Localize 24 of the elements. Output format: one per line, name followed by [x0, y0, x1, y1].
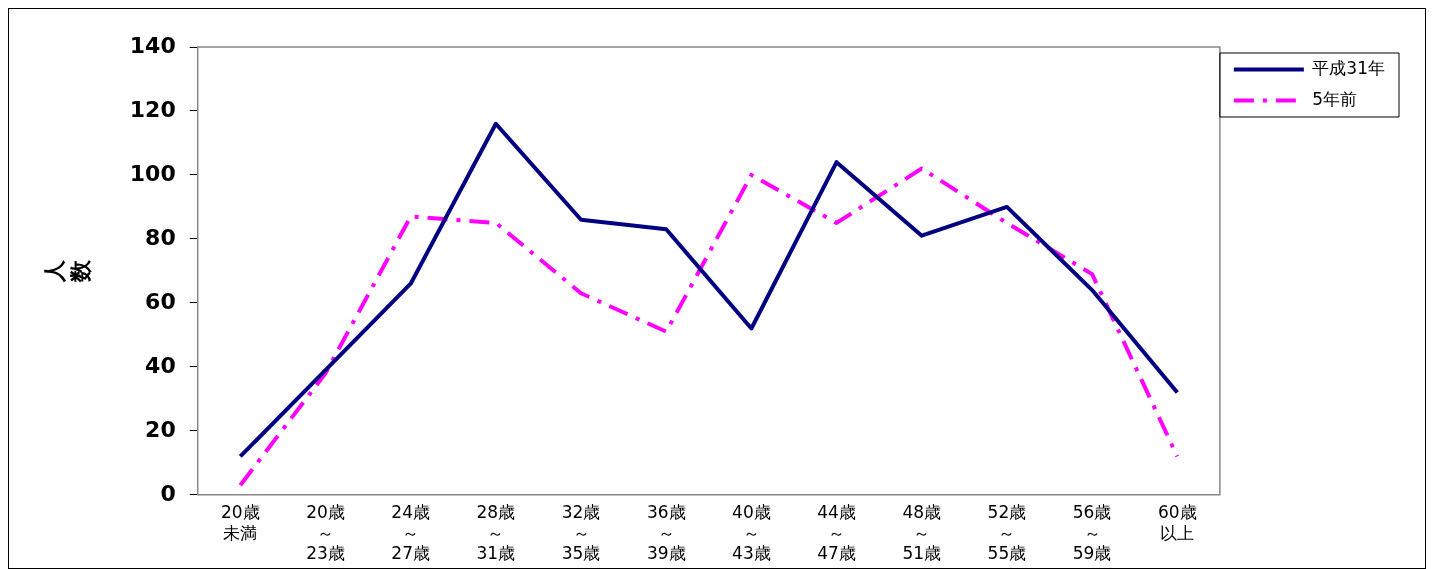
x-tick-label: 40歳～43歳 — [732, 502, 771, 564]
y-tick-label: 140 — [129, 32, 176, 58]
x-tick-label: 32歳～35歳 — [561, 502, 601, 564]
x-tick-label: 20歳～23歳 — [306, 502, 345, 564]
y-axis-title: 人数 — [41, 258, 94, 283]
y-tick-label: 40 — [145, 352, 176, 378]
x-tick-label: 24歳～27歳 — [391, 502, 430, 564]
legend-label: 5年前 — [1312, 88, 1358, 109]
y-tick-label: 60 — [145, 288, 176, 314]
y-tick-label: 120 — [129, 96, 176, 122]
x-tick-label: 56歳～59歳 — [1072, 502, 1112, 564]
x-tick-label: 60歳以上 — [1157, 502, 1197, 543]
x-tick-label: 44歳～47歳 — [817, 502, 856, 564]
x-tick-label: 36歳～39歳 — [646, 502, 686, 564]
y-tick-label: 100 — [129, 160, 176, 186]
x-tick-label: 28歳～31歳 — [476, 502, 516, 564]
x-tick-label: 20歳未満 — [220, 502, 260, 543]
line-series — [238, 166, 1180, 488]
x-tick-label: 52歳～55歳 — [987, 502, 1027, 564]
y-tick-label: 80 — [145, 224, 176, 250]
x-tick-label: 48歳～51歳 — [902, 502, 942, 564]
y-tick-label: 0 — [160, 480, 176, 506]
y-tick-label: 20 — [145, 416, 176, 442]
legend-label: 平成31年 — [1312, 57, 1386, 78]
